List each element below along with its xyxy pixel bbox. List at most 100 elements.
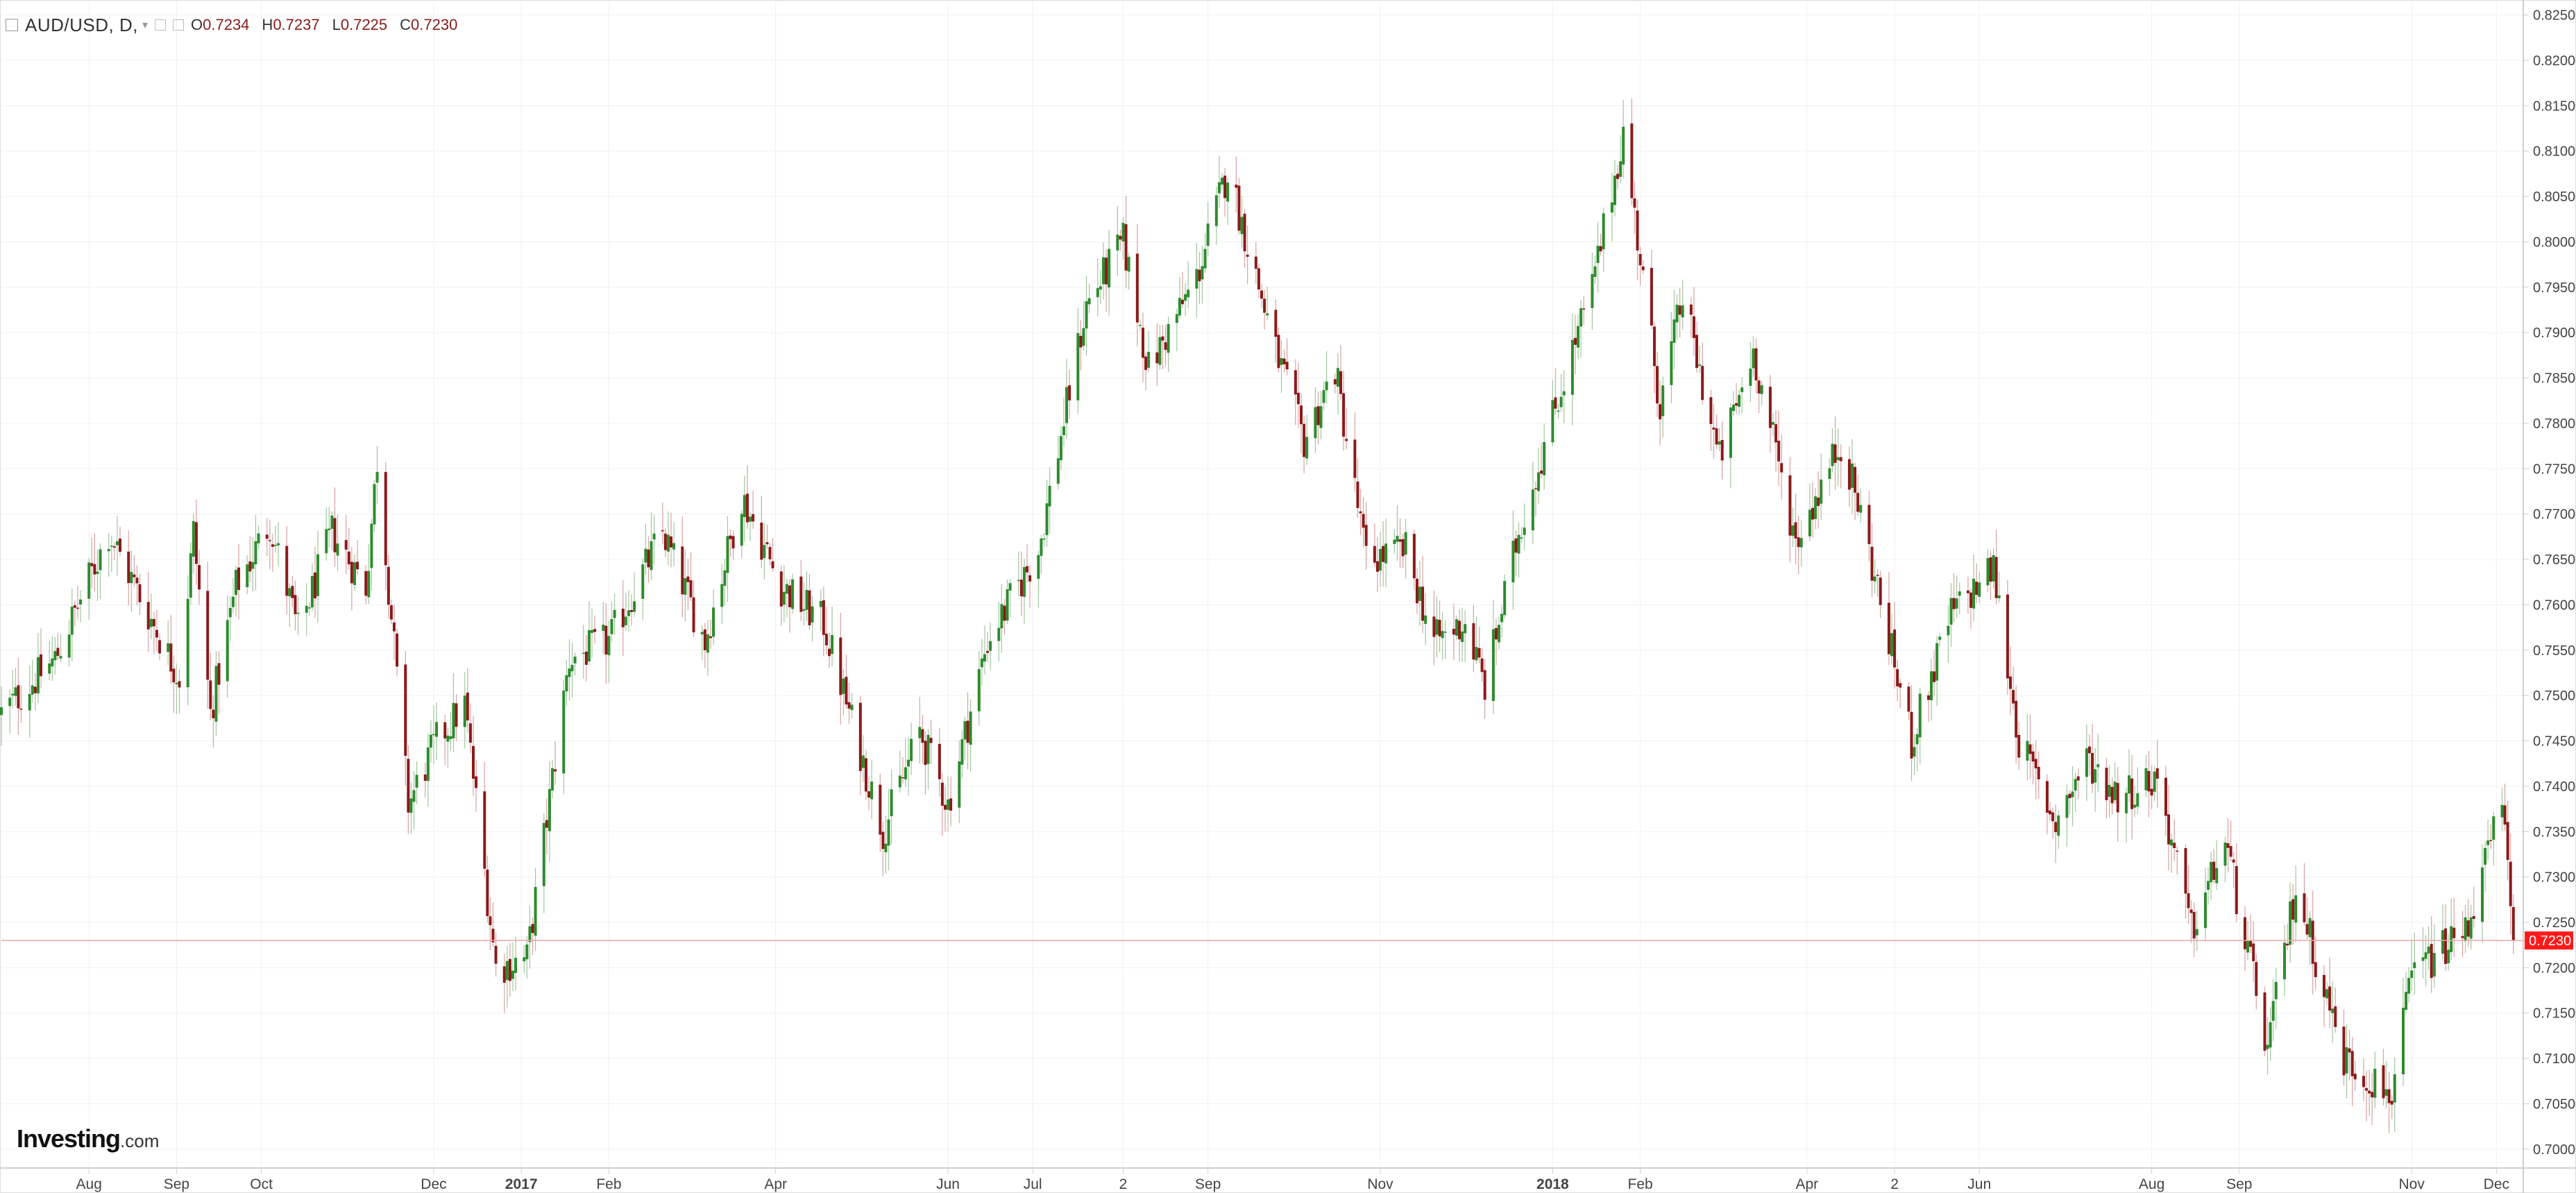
candle-body [1101, 257, 1105, 285]
candle-body [2057, 815, 2060, 836]
candle-body [2150, 788, 2153, 796]
candle-body [158, 640, 162, 654]
candle-body [1180, 299, 1184, 305]
chevron-down-icon[interactable]: ▾ [142, 19, 148, 31]
candle-body [845, 677, 848, 705]
candle-body [1345, 439, 1348, 441]
candle-body [666, 534, 670, 552]
candle-body [429, 734, 432, 748]
candle-body [310, 575, 314, 608]
candle-body [963, 721, 967, 740]
candle-body [2068, 793, 2071, 799]
candle-body [353, 562, 356, 585]
candle-body [2128, 775, 2131, 794]
candle-body [285, 545, 289, 596]
candle-body [2028, 744, 2032, 754]
candle-body [986, 651, 990, 653]
candle-body [726, 536, 729, 573]
candle-body [1811, 507, 1814, 520]
candle-body [1591, 273, 1594, 308]
candle-body [2469, 917, 2473, 939]
candle-body [119, 539, 122, 552]
candle-body [2266, 1044, 2269, 1049]
collapse-legend-icon[interactable] [6, 19, 18, 31]
candle-body [2009, 676, 2012, 689]
candle-body [997, 627, 1001, 641]
candle-body [1989, 557, 1992, 582]
x-tick-label: Apr [764, 1176, 787, 1192]
candle-body [155, 629, 158, 638]
candle-body [2091, 752, 2094, 784]
candle-body [1441, 631, 1444, 638]
candle-body [432, 734, 435, 736]
candle-body [14, 687, 17, 696]
candle-body [1203, 248, 1207, 269]
candle-body [1678, 305, 1681, 315]
candle-body [1695, 335, 1699, 369]
candle-body [613, 609, 616, 618]
candle-body [2511, 906, 2515, 941]
candle-body [198, 565, 201, 590]
settings-icon[interactable] [173, 19, 184, 31]
candle-body [1062, 426, 1065, 436]
candle-body [723, 570, 727, 586]
candle-body [1947, 625, 1950, 636]
candle-body [1633, 198, 1636, 208]
candle-body [387, 566, 390, 605]
candle-body [709, 636, 713, 638]
candle-body [1322, 390, 1325, 403]
candle-body [384, 472, 387, 566]
candle-body [1305, 437, 1309, 459]
candle-body [1362, 514, 1365, 528]
candle-body [76, 607, 79, 609]
candle-body [528, 926, 532, 942]
symbol-label[interactable]: AUD/USD, D, [25, 14, 138, 35]
candle-body [1955, 598, 1958, 609]
candle-body [1599, 246, 1602, 252]
candle-body [1949, 598, 1953, 625]
candle-body [1689, 304, 1693, 315]
candle-body [879, 784, 882, 835]
candle-body [257, 533, 260, 543]
candle-body [652, 533, 656, 540]
candle-body [2133, 804, 2137, 808]
candle-body [1008, 583, 1012, 591]
toggle-visibility-icon[interactable] [155, 19, 166, 31]
candle-body [686, 576, 690, 582]
candle-body [73, 605, 76, 608]
candle-body [248, 561, 252, 572]
candle-body [1147, 351, 1151, 368]
candle-body [1873, 576, 1876, 582]
candle-body [1475, 647, 1478, 661]
candle-body [96, 571, 99, 575]
candle-body [1483, 670, 1486, 700]
y-tick-label: 0.7700 [2533, 507, 2575, 523]
candle-body [502, 966, 506, 983]
candle-body [1859, 505, 1863, 513]
candle-body [1412, 534, 1416, 579]
candle-body [325, 529, 328, 554]
candle-body [2173, 843, 2176, 848]
candle-body [1839, 457, 1842, 462]
candle-body [2424, 952, 2427, 959]
candle-body [1850, 463, 1854, 488]
candle-body [1019, 579, 1023, 597]
investing-logo[interactable]: Investing.com [17, 1124, 160, 1153]
x-tick-label: 2 [1119, 1176, 1128, 1192]
candle-body [491, 929, 495, 942]
candle-body [2492, 816, 2496, 840]
candle-body [2015, 700, 2018, 738]
candle-body [2136, 793, 2139, 807]
candle-body [1910, 711, 1913, 759]
candle-body [1201, 266, 1204, 280]
candle-body [966, 720, 969, 743]
candle-body [847, 702, 851, 709]
candle-body [1339, 371, 1343, 394]
candle-body [918, 727, 922, 738]
candle-body [2484, 847, 2487, 865]
candle-body [2153, 771, 2156, 792]
candle-body [423, 775, 427, 781]
candle-body [2192, 911, 2196, 939]
